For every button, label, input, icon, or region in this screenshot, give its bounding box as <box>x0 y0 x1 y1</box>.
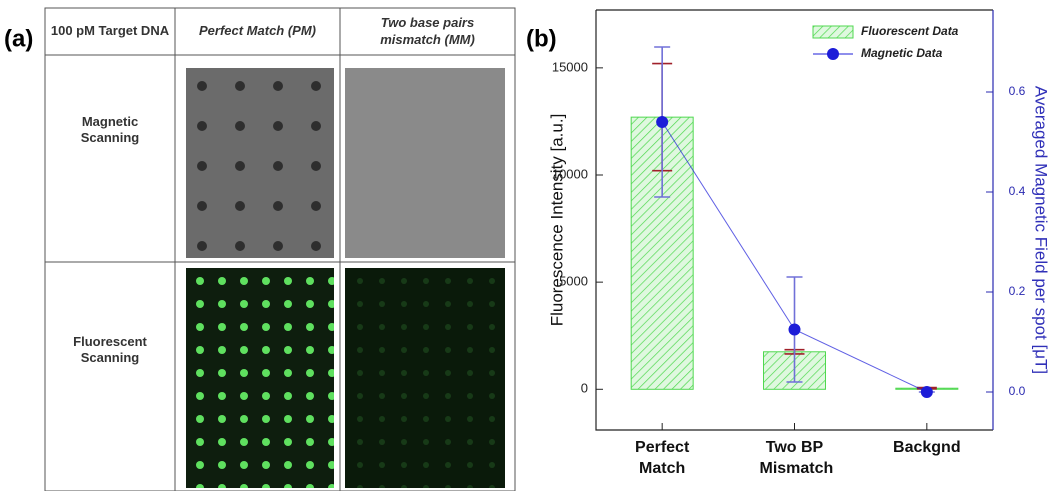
y-tick-label: 0 <box>581 381 588 396</box>
figure: (a) 100 pM Target DNA Perfect Match (PM)… <box>0 0 1053 491</box>
point <box>921 386 933 398</box>
y-tick-label: 15000 <box>552 59 588 74</box>
y2-tick-label: 0.6 <box>1009 84 1026 98</box>
x-label-box: Backgnd <box>877 438 977 488</box>
y-tick-label: 5000 <box>559 274 588 289</box>
row-label: Magnetic Scanning <box>60 100 160 160</box>
panel-label: (b) <box>526 25 557 52</box>
magnetic-mm-image <box>345 68 505 258</box>
header-cell: 100 pM Target DNA <box>48 8 172 55</box>
x-tick-label: Perfect Match <box>627 438 697 480</box>
header-cell: Two base pairs mismatch (MM) <box>355 8 500 55</box>
header-cell: Perfect Match (PM) <box>190 8 325 55</box>
y2-tick-label: 0.0 <box>1009 384 1026 398</box>
page: (a) 100 pM Target DNA Perfect Match (PM)… <box>0 0 1053 496</box>
x-tick-label: Two BP Mismatch <box>760 438 830 480</box>
magnetic-pm-image <box>186 68 334 258</box>
legend-label: Fluorescent Data <box>861 24 959 38</box>
row-label: Fluorescent Scanning <box>60 320 160 380</box>
x-label-box: Perfect Match <box>612 438 712 488</box>
x-tick-label: Backgnd <box>892 438 962 459</box>
x-label-box: Two BP Mismatch <box>745 438 845 488</box>
fluorescent-mm-image <box>345 268 505 488</box>
point <box>656 116 668 128</box>
point <box>789 324 801 336</box>
legend-swatch <box>813 26 853 38</box>
y-axis-label: Fluorescence Intensity [a.u.] <box>547 114 566 327</box>
panel-label: (a) <box>4 25 33 52</box>
legend-label: Magnetic Data <box>861 46 943 60</box>
fluorescent-pm-image <box>186 268 334 488</box>
y2-axis-label: Averaged Magnetic Field per spot [μT] <box>1032 86 1051 374</box>
y2-tick-label: 0.2 <box>1009 284 1026 298</box>
legend-swatch <box>827 48 839 60</box>
y-tick-label: 10000 <box>552 166 588 181</box>
y2-tick-label: 0.4 <box>1009 184 1026 198</box>
